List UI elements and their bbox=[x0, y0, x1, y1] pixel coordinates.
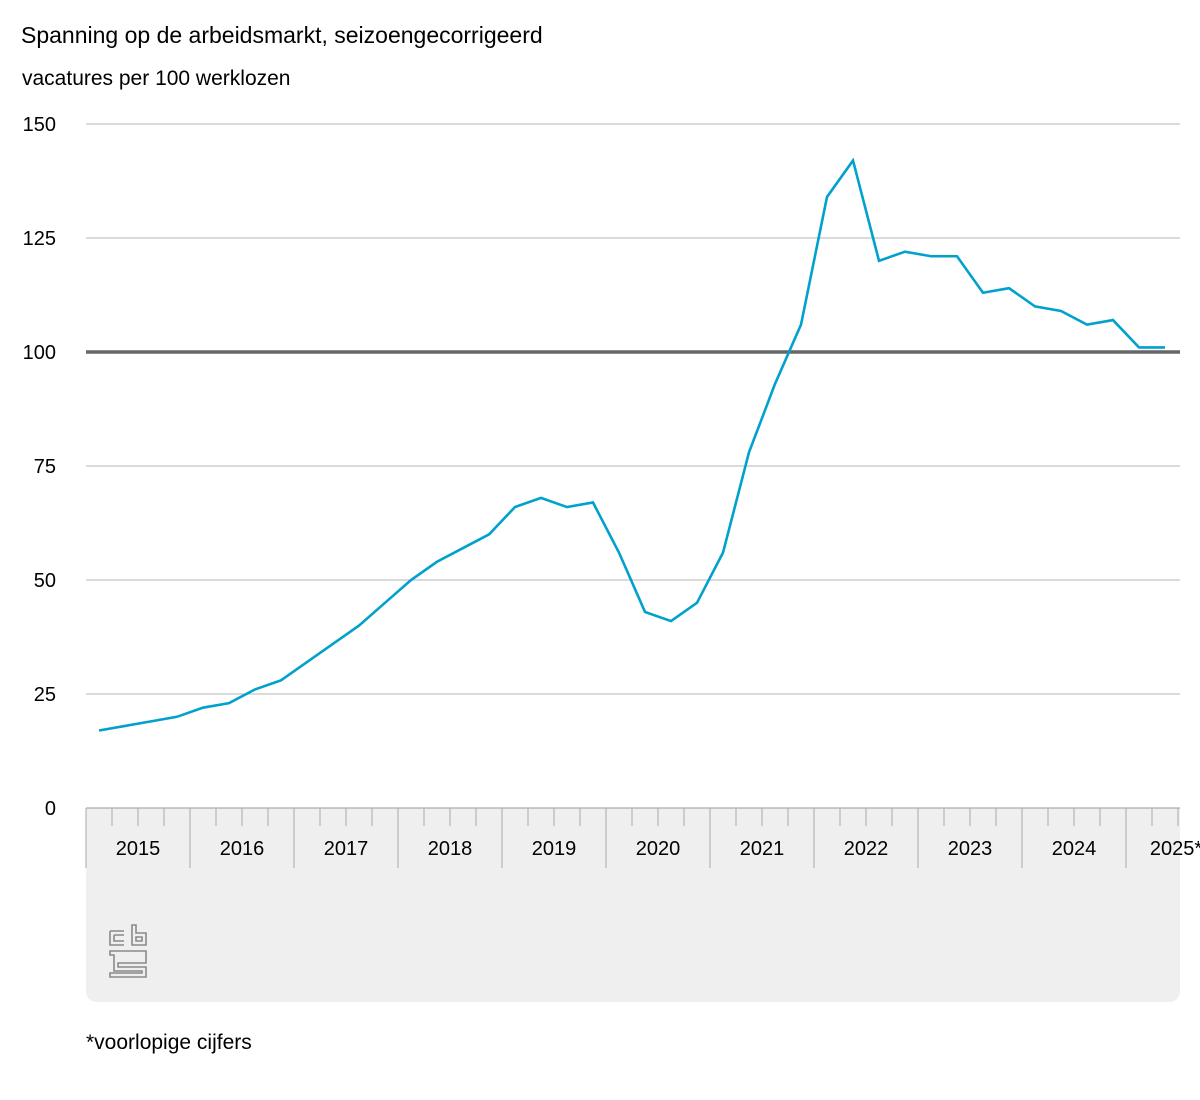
x-tick-label: 2018 bbox=[428, 838, 473, 860]
y-tick-label: 75 bbox=[34, 456, 56, 478]
y-tick-label: 100 bbox=[23, 342, 56, 364]
y-tick-label: 150 bbox=[23, 114, 56, 136]
x-tick-label: 2023 bbox=[948, 838, 993, 860]
x-axis-panel bbox=[86, 808, 1180, 1002]
logo-c bbox=[109, 930, 124, 946]
series-line bbox=[98, 157, 1165, 732]
y-tick-label: 125 bbox=[23, 228, 56, 250]
x-tick-label: 2022 bbox=[844, 838, 889, 860]
y-tick-label: 0 bbox=[45, 798, 56, 820]
logo-b bbox=[131, 924, 147, 946]
x-tick-label: 2024 bbox=[1052, 838, 1097, 860]
y-tick-label: 25 bbox=[34, 684, 56, 706]
x-tick-label: 2020 bbox=[636, 838, 681, 860]
logo-s bbox=[109, 950, 147, 978]
footnote: *voorlopige cijfers bbox=[86, 1031, 252, 1054]
x-tick-label: 2017 bbox=[324, 838, 369, 860]
x-tick-label: 2016 bbox=[220, 838, 265, 860]
y-tick-label: 50 bbox=[34, 570, 56, 592]
x-tick-label: 2021 bbox=[740, 838, 785, 860]
y-axis-label: vacatures per 100 werklozen bbox=[22, 67, 291, 90]
x-tick-label: 2019 bbox=[532, 838, 577, 860]
x-tick-label: 2015 bbox=[116, 838, 161, 860]
chart-title: Spanning op de arbeidsmarkt, seizoengeco… bbox=[21, 22, 543, 48]
x-tick-label: 2025* bbox=[1150, 838, 1200, 860]
cbs-logo bbox=[109, 924, 147, 978]
